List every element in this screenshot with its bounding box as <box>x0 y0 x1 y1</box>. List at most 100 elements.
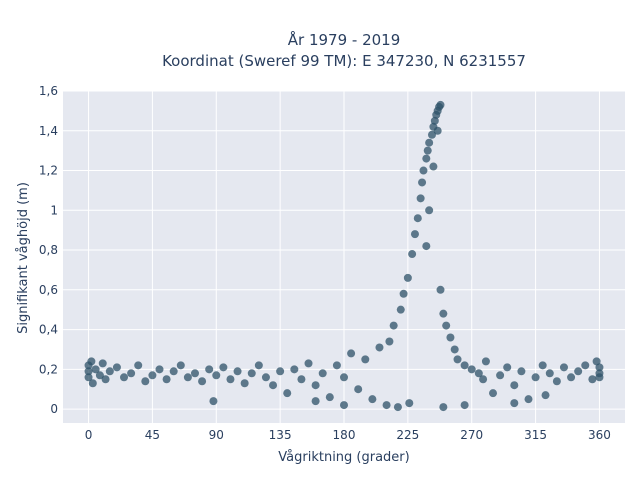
data-point <box>531 373 540 382</box>
data-point <box>433 126 442 135</box>
y-tick-label: 0,4 <box>39 323 58 337</box>
data-point <box>581 361 590 370</box>
y-tick-label: 1 <box>50 203 58 217</box>
data-point <box>489 389 498 398</box>
data-point <box>436 100 445 109</box>
data-point <box>127 369 136 378</box>
data-point <box>479 375 488 384</box>
data-point <box>423 146 432 155</box>
data-point <box>148 371 157 380</box>
data-point <box>474 369 483 378</box>
data-point <box>396 305 405 314</box>
data-point <box>422 154 431 163</box>
scatter-points <box>84 100 604 412</box>
x-tick-label: 45 <box>145 428 160 442</box>
data-point <box>283 389 292 398</box>
x-tick-label: 135 <box>269 428 292 442</box>
data-point <box>254 361 263 370</box>
data-point <box>340 401 348 410</box>
data-point <box>425 138 434 147</box>
data-point <box>87 357 96 366</box>
y-tick-label: 0,8 <box>39 243 58 257</box>
data-point <box>595 373 604 382</box>
data-point <box>233 367 242 376</box>
data-point <box>419 166 428 175</box>
data-point <box>88 379 97 388</box>
data-point <box>209 397 218 406</box>
data-point <box>297 375 306 384</box>
data-point <box>261 373 270 382</box>
data-point <box>524 395 533 404</box>
data-point <box>481 357 490 366</box>
data-point <box>467 365 476 374</box>
data-point <box>120 373 129 382</box>
data-point <box>276 367 285 376</box>
data-point <box>425 206 434 215</box>
data-point <box>368 395 377 404</box>
x-tick-label: 315 <box>524 428 547 442</box>
y-tick-label: 0,6 <box>39 283 58 297</box>
data-point <box>403 273 412 282</box>
x-tick-label: 225 <box>396 428 419 442</box>
data-point <box>101 375 110 384</box>
data-point <box>382 401 391 410</box>
data-point <box>375 343 384 352</box>
data-point <box>183 373 192 382</box>
data-point <box>155 365 164 374</box>
chart-title-line-1: År 1979 - 2019 <box>288 30 401 49</box>
data-point <box>190 369 199 378</box>
data-point <box>517 367 526 376</box>
chart-title-line-2: Koordinat (Sweref 99 TM): E 347230, N 62… <box>162 52 526 70</box>
data-point <box>325 393 334 402</box>
data-point <box>219 363 228 372</box>
data-point <box>538 361 547 370</box>
data-point <box>510 381 519 390</box>
data-point <box>354 385 363 394</box>
data-point <box>427 130 436 139</box>
y-tick-label: 0,2 <box>39 362 58 376</box>
data-point <box>212 371 221 380</box>
data-point <box>595 363 604 372</box>
data-point <box>95 371 104 380</box>
data-point <box>442 321 451 330</box>
data-point <box>361 355 370 364</box>
data-point <box>269 381 278 390</box>
data-point <box>112 363 121 372</box>
data-point <box>460 401 469 410</box>
data-point <box>84 373 93 382</box>
y-tick-label: 0 <box>50 402 58 416</box>
data-point <box>105 367 114 376</box>
data-point <box>134 361 143 370</box>
data-point <box>552 377 561 386</box>
data-point <box>205 365 214 374</box>
data-point <box>176 361 185 370</box>
data-point <box>429 162 438 171</box>
data-point <box>141 377 150 386</box>
data-point <box>460 361 469 370</box>
data-point <box>311 381 320 390</box>
data-point <box>413 214 422 223</box>
data-point <box>247 369 256 378</box>
data-point <box>84 367 93 376</box>
data-point <box>240 379 249 388</box>
data-point <box>439 309 448 318</box>
data-point <box>290 365 299 374</box>
data-point <box>450 345 459 354</box>
data-point <box>503 363 512 372</box>
data-point <box>408 250 417 259</box>
y-tick-label: 1,4 <box>39 124 58 138</box>
data-point <box>340 373 348 382</box>
x-tick-label: 0 <box>85 428 93 442</box>
data-point <box>436 285 445 294</box>
data-point <box>592 357 601 366</box>
data-point <box>98 359 107 368</box>
y-tick-label: 1,2 <box>39 164 58 178</box>
data-point <box>453 355 462 364</box>
data-point <box>545 369 554 378</box>
data-point <box>385 337 394 346</box>
data-point <box>430 116 439 125</box>
data-point <box>410 230 419 239</box>
data-point <box>559 363 568 372</box>
data-point <box>347 349 356 358</box>
data-point <box>588 375 597 384</box>
